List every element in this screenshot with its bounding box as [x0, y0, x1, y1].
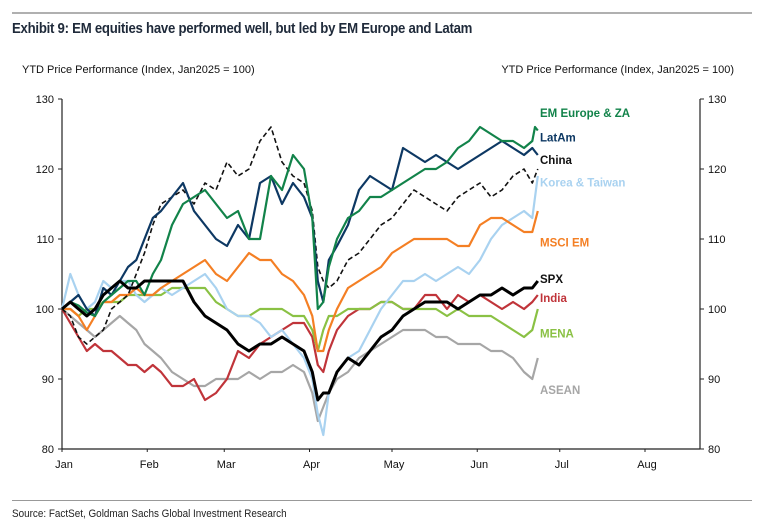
top-divider: [12, 12, 752, 14]
x-tick-label: Jan: [55, 459, 73, 471]
series-label-msci-em: MSCI EM: [540, 238, 589, 250]
y-tick-label-left: 130: [36, 94, 54, 106]
bottom-divider: [12, 500, 752, 501]
series-label-spx: SPX: [540, 274, 563, 286]
y-tick-label-right: 100: [708, 304, 726, 316]
series-line-china: [61, 126, 539, 345]
series-label-china: China: [540, 155, 573, 167]
series-line-asean: [61, 308, 539, 423]
series-label-latam: LatAm: [540, 133, 576, 145]
y-tick-label-left: 80: [42, 444, 54, 456]
x-tick-label: Jun: [470, 459, 488, 471]
y-tick-label-left: 90: [42, 374, 54, 386]
y-tick-label-right: 90: [708, 374, 720, 386]
x-tick-label: May: [384, 459, 405, 471]
series-label-india: India: [540, 293, 567, 305]
x-tick-label: Apr: [303, 459, 320, 471]
y-tick-label-left: 100: [36, 304, 54, 316]
y-axis-label-left: YTD Price Performance (Index, Jan2025 = …: [22, 64, 255, 76]
y-tick-label-right: 130: [708, 94, 726, 106]
series-line-korea-taiwan: [60, 175, 539, 437]
x-tick-label: Feb: [140, 459, 159, 471]
series-label-mena: MENA: [540, 329, 574, 341]
series-line-mena: [62, 286, 539, 353]
x-tick-label: Mar: [217, 459, 236, 471]
source-note: Source: FactSet, Goldman Sachs Global In…: [12, 508, 287, 520]
series-label-em-europe-za: EM Europe & ZA: [540, 108, 630, 120]
x-tick-label: Aug: [637, 459, 657, 471]
y-tick-label-right: 110: [708, 234, 726, 246]
x-tick-label: Jul: [555, 459, 569, 471]
y-tick-label-right: 80: [708, 444, 720, 456]
series-label-korea-taiwan: Korea & Taiwan: [540, 177, 625, 189]
y-tick-label-left: 110: [36, 234, 54, 246]
y-tick-label-right: 120: [708, 164, 726, 176]
exhibit-title: Exhibit 9: EM equities have performed we…: [12, 20, 473, 37]
series-line-spx: [61, 279, 539, 402]
series-label-asean: ASEAN: [540, 385, 580, 397]
series-line-msci-em: [62, 210, 539, 353]
series-line-india: [61, 293, 539, 402]
y-axis-label-right: YTD Price Performance (Index, Jan2025 = …: [501, 64, 734, 76]
y-tick-label-left: 120: [36, 164, 54, 176]
series-line-latam: [61, 139, 539, 318]
series-line-em-europe-za: [61, 125, 539, 318]
